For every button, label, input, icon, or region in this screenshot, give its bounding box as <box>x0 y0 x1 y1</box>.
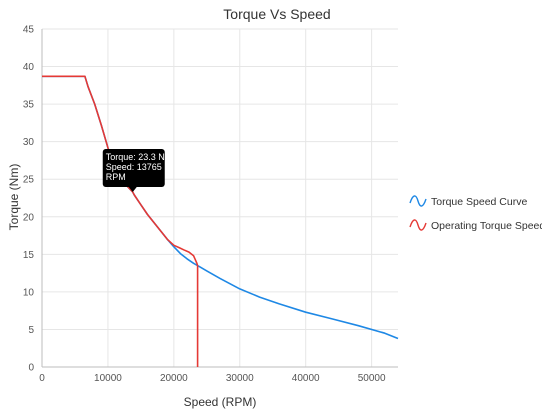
y-axis-ticks: 0 5 10 15 20 25 30 35 40 45 <box>23 25 35 374</box>
y-tick-label: 35 <box>23 100 35 111</box>
y-tick-label: 40 <box>23 62 35 73</box>
x-tick-label: 40000 <box>292 373 320 384</box>
y-tick-label: 45 <box>23 25 35 36</box>
y-tick-label: 25 <box>23 175 35 186</box>
tooltip-line: Speed: 13765 <box>106 162 162 172</box>
x-tick-label: 10000 <box>94 373 122 384</box>
tooltip-box <box>102 148 165 187</box>
chart-title: Torque Vs Speed <box>223 6 330 22</box>
axes <box>41 29 398 368</box>
series-group <box>42 75 399 367</box>
x-tick-label: 50000 <box>358 373 386 384</box>
y-tick-label: 5 <box>28 325 34 336</box>
grid <box>41 28 398 368</box>
y-tick-label: 15 <box>23 250 35 261</box>
series-line-torque-speed-curve <box>42 75 399 340</box>
tooltip-pointer <box>128 186 137 192</box>
x-tick-label: 0 <box>39 373 45 384</box>
y-axis-label: Torque (Nm) <box>7 164 21 231</box>
legend-label: Torque Speed Curve <box>431 196 527 208</box>
tooltip-line: RPM <box>106 172 126 182</box>
legend-swatch-icon <box>409 219 427 231</box>
tooltip-line: Torque: 23.3 Nm <box>106 152 173 162</box>
x-tick-label: 30000 <box>226 373 254 384</box>
legend: Torque Speed Curve Operating Torque Speed <box>409 195 542 232</box>
legend-item-torque-speed-curve: Torque Speed Curve <box>409 195 527 208</box>
legend-swatch-icon <box>409 195 427 207</box>
legend-label: Operating Torque Speed <box>431 220 542 232</box>
y-tick-label: 0 <box>28 363 34 374</box>
x-axis-label: Speed (RPM) <box>184 395 257 409</box>
y-tick-label: 10 <box>23 287 35 298</box>
x-axis-ticks: 0 10000 20000 30000 40000 50000 <box>39 373 386 384</box>
series-line-operating-torque-speed <box>42 75 199 367</box>
y-tick-label: 20 <box>23 212 35 223</box>
y-tick-label: 30 <box>23 137 35 148</box>
x-tick-label: 20000 <box>160 373 188 384</box>
legend-item-operating-torque-speed: Operating Torque Speed <box>409 219 542 232</box>
